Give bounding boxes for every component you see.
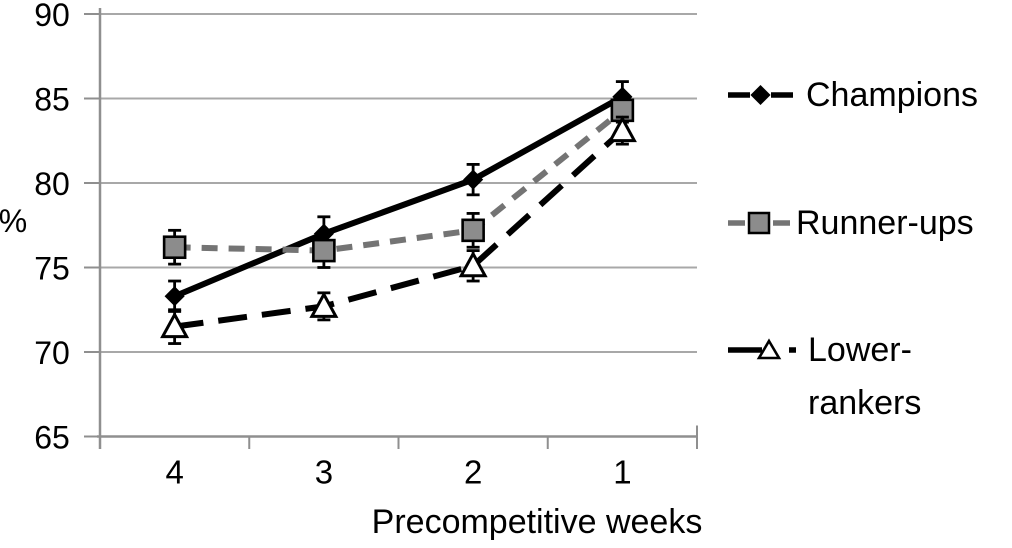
diamond-marker-legend: [750, 84, 771, 106]
series-champions: [164, 80, 633, 313]
square-marker-legend: [747, 211, 771, 235]
square-marker-runner-ups: [461, 218, 485, 243]
series-runner-ups: [162, 97, 635, 269]
triangle-marker-legend: [756, 338, 782, 360]
triangle-marker-lower-rankers: [458, 250, 488, 278]
x-tick-label: 1: [613, 454, 631, 491]
axes: [84, 8, 698, 449]
gridlines: [100, 13, 697, 438]
y-tick-label: 70: [34, 335, 70, 371]
legend-swatch-lower-rankers: [728, 338, 796, 360]
legend-label: Champions: [806, 76, 978, 114]
legend-entry-runner-ups: Runner-ups: [728, 204, 974, 242]
legend-label: rankers: [808, 384, 921, 422]
legend-swatch-runner-ups: [728, 211, 790, 235]
square-marker-runner-ups: [312, 238, 336, 263]
y-axis-label: %: [0, 203, 27, 239]
series-line: [173, 94, 624, 299]
y-tick-label: 80: [34, 166, 70, 202]
series-container: [160, 80, 637, 345]
diamond-marker-champions: [164, 286, 185, 307]
y-tick-label: 85: [34, 82, 70, 118]
x-tick-label: 2: [464, 454, 482, 491]
x-tick-label: 4: [165, 454, 183, 491]
triangle-marker-lower-rankers: [160, 311, 190, 339]
x-tick-labels: 4 3 2 1: [165, 454, 631, 491]
series-line: [174, 128, 625, 330]
triangle-marker-lower-rankers: [309, 291, 339, 318]
legend-label: Lower-: [808, 331, 912, 369]
series-lower-rankers: [160, 115, 637, 345]
series-line: [174, 107, 625, 254]
legend-entry-champions: Champions: [728, 76, 978, 114]
legend-swatch-champions: [728, 84, 793, 106]
diamond-marker-champions: [463, 169, 484, 190]
x-tick-label: 3: [315, 454, 333, 491]
x-axis-label: Precompetitive weeks: [372, 503, 703, 541]
y-tick-label: 65: [34, 420, 70, 456]
triangle-marker-lower-rankers: [607, 115, 637, 143]
legend-entry-lower-rankers: Lower-rankers: [728, 331, 921, 422]
y-tick-labels: 90 85 80 75 70 65: [34, 0, 70, 456]
legend-label: Runner-ups: [796, 204, 974, 242]
y-tick-label: 75: [34, 251, 70, 287]
y-tick-label: 90: [34, 0, 70, 33]
legend: Champions Runner-ups Lower-rankers: [728, 76, 978, 422]
square-marker-runner-ups: [162, 235, 187, 260]
